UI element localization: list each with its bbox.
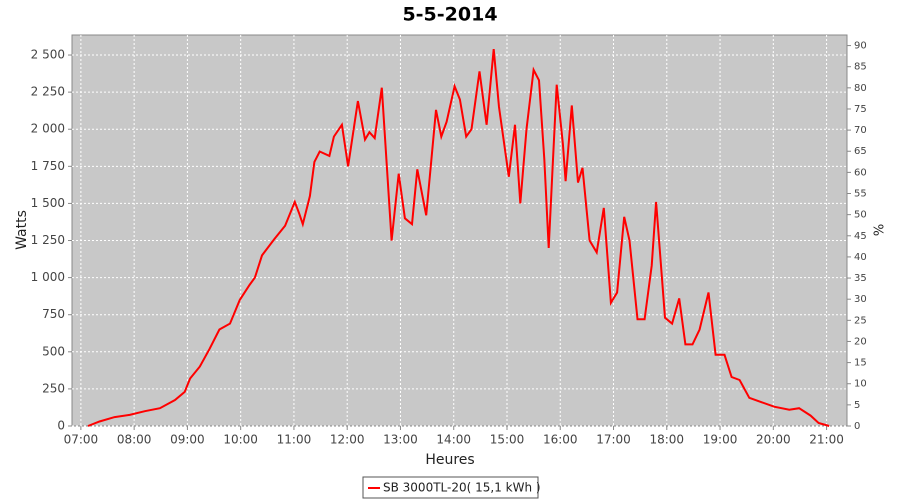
y-tick-label: 2 250 xyxy=(31,85,65,99)
legend-label: SB 3000TL-20( 15,1 kWh ) xyxy=(383,481,541,495)
x-tick-label: 18:00 xyxy=(649,433,684,447)
y2-tick-label: 25 xyxy=(854,315,867,326)
y2-tick-label: 10 xyxy=(854,379,867,390)
x-tick-label: 20:00 xyxy=(756,433,791,447)
x-tick-label: 08:00 xyxy=(117,433,152,447)
y2-tick-label: 80 xyxy=(854,83,867,94)
x-tick-label: 07:00 xyxy=(64,433,99,447)
x-tick-label: 11:00 xyxy=(277,433,312,447)
y-tick-label: 2 000 xyxy=(31,122,65,136)
y2-tick-label: 75 xyxy=(854,104,867,115)
y2-tick-label: 70 xyxy=(854,125,867,136)
x-axis-label: Heures xyxy=(425,452,474,468)
y2-tick-label: 65 xyxy=(854,146,867,157)
x-tick-label: 09:00 xyxy=(170,433,205,447)
y2-tick-label: 85 xyxy=(854,62,867,73)
y2-tick-label: 0 xyxy=(854,421,860,432)
y2-tick-label: 5 xyxy=(854,400,860,411)
y2-tick-label: 50 xyxy=(854,210,867,221)
y2-tick-label: 30 xyxy=(854,294,867,305)
chart-title: 5-5-2014 xyxy=(402,4,497,26)
y2-tick-label: 20 xyxy=(854,336,867,347)
y2-tick-label: 15 xyxy=(854,358,867,369)
y-tick-label: 1 500 xyxy=(31,196,65,210)
y-tick-label: 250 xyxy=(42,381,65,395)
x-tick-label: 15:00 xyxy=(490,433,525,447)
legend xyxy=(362,476,539,499)
y2-tick-label: 40 xyxy=(854,252,867,263)
x-tick-label: 16:00 xyxy=(543,433,578,447)
x-tick-label: 12:00 xyxy=(330,433,365,447)
y2-tick-label: 55 xyxy=(854,189,867,200)
y-tick-label: 1 000 xyxy=(31,270,65,284)
x-tick-label: 13:00 xyxy=(383,433,418,447)
y2-tick-label: 45 xyxy=(854,231,867,242)
y-tick-label: 750 xyxy=(42,307,65,321)
y-tick-label: 2 500 xyxy=(31,48,65,62)
x-tick-label: 19:00 xyxy=(703,433,738,447)
x-tick-label: 17:00 xyxy=(596,433,631,447)
series-line xyxy=(87,49,830,427)
y2-tick-label: 35 xyxy=(854,273,867,284)
y-axis-label: Watts xyxy=(14,210,30,250)
y-tick-label: 0 xyxy=(57,419,65,433)
plot-area xyxy=(71,34,848,427)
x-tick-label: 14:00 xyxy=(436,433,471,447)
x-tick-label: 21:00 xyxy=(809,433,844,447)
y2-axis-label: % xyxy=(873,224,888,236)
x-tick-label: 10:00 xyxy=(223,433,258,447)
y-tick-label: 500 xyxy=(42,344,65,358)
y-tick-label: 1 750 xyxy=(31,159,65,173)
y2-tick-label: 90 xyxy=(854,41,867,52)
y2-tick-label: 60 xyxy=(854,167,867,178)
y-tick-label: 1 250 xyxy=(31,233,65,247)
